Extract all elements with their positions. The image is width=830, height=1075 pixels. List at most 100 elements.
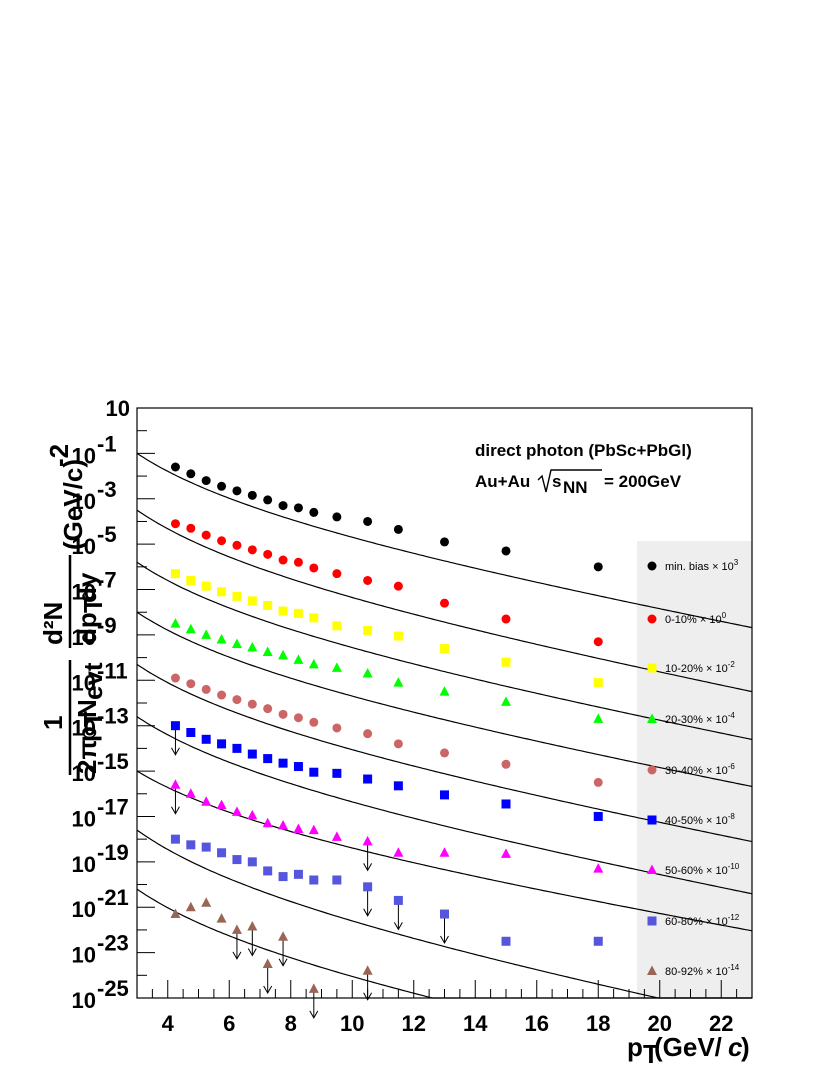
data-point xyxy=(185,901,196,912)
y-tick-exp: -19 xyxy=(97,840,129,865)
y-tick-label: 10 -5 xyxy=(72,522,117,559)
fit-curve xyxy=(136,452,753,629)
y-tick-label: 10 -23 xyxy=(72,931,129,968)
data-point xyxy=(186,523,196,533)
data-point xyxy=(309,875,319,885)
x-axis-title-close: ) xyxy=(741,1032,750,1062)
data-point xyxy=(363,625,373,635)
data-point xyxy=(293,503,303,513)
legend-entry: 80-92% × 10-14 xyxy=(647,963,740,978)
legend-label: 60-80% × 10-12 xyxy=(665,913,740,928)
data-point xyxy=(217,848,227,858)
data-point xyxy=(278,606,288,616)
data-point xyxy=(393,581,403,591)
data-point xyxy=(293,823,304,833)
legend-scale-exp: -6 xyxy=(728,762,736,771)
x-tick-label: 6 xyxy=(223,1011,235,1036)
data-point xyxy=(593,637,603,647)
data-point xyxy=(232,486,242,496)
data-point xyxy=(293,713,303,723)
data-point xyxy=(331,662,342,672)
data-point xyxy=(186,575,196,585)
data-point xyxy=(247,545,257,555)
data-point xyxy=(647,965,657,975)
y-title-units-exp: -2 xyxy=(44,444,74,467)
y-tick-base: 10 xyxy=(72,670,96,695)
data-point xyxy=(170,569,180,579)
x-tick-label: 14 xyxy=(463,1011,488,1036)
series-points xyxy=(170,519,603,647)
data-point xyxy=(647,916,657,926)
upper-limit-arrow-head xyxy=(309,1010,319,1019)
data-point xyxy=(647,713,657,723)
data-point xyxy=(362,835,373,846)
data-point xyxy=(293,654,304,664)
data-point xyxy=(593,811,603,821)
data-point xyxy=(440,644,449,654)
data-point xyxy=(309,507,319,517)
y-tick-label: 10 -1 xyxy=(72,431,117,468)
data-point xyxy=(231,638,242,648)
data-point xyxy=(293,869,303,879)
legend-entry: 20-30% × 10-4 xyxy=(647,711,735,726)
data-point xyxy=(263,866,273,876)
legend-label: 30-40% × 10-6 xyxy=(665,762,735,777)
data-point xyxy=(362,668,373,678)
data-point xyxy=(186,728,196,737)
data-point xyxy=(232,695,242,705)
data-point xyxy=(647,815,657,825)
data-point xyxy=(332,569,342,579)
data-point xyxy=(232,855,242,865)
upper-limit-arrow-head xyxy=(171,747,180,756)
data-point xyxy=(247,699,257,709)
upper-limit-arrow-head xyxy=(278,958,288,967)
data-point xyxy=(440,790,449,800)
data-point xyxy=(247,857,257,867)
legend-entry: 40-50% × 10-8 xyxy=(647,812,735,827)
data-point xyxy=(332,723,342,733)
upper-limit-arrow-head xyxy=(247,948,257,957)
data-point xyxy=(501,759,511,769)
y-tick-label: 10 -21 xyxy=(72,885,129,922)
data-point xyxy=(593,713,604,723)
series-points xyxy=(170,721,603,821)
data-point xyxy=(332,768,342,778)
fit-curve xyxy=(136,611,753,788)
y-tick-exp: -7 xyxy=(97,568,117,593)
data-point xyxy=(439,847,450,857)
data-point xyxy=(217,739,227,749)
data-point xyxy=(363,729,373,739)
y-title-d2n: d²N xyxy=(38,602,68,645)
data-point xyxy=(363,516,373,526)
series-points xyxy=(170,569,603,688)
data-point xyxy=(217,536,227,546)
data-point xyxy=(216,913,227,923)
data-point xyxy=(231,924,242,934)
data-point xyxy=(201,476,211,486)
y-tick-base: 10 xyxy=(72,761,96,786)
data-point xyxy=(216,799,227,810)
legend-entry: 30-40% × 10-6 xyxy=(647,762,735,777)
data-point xyxy=(309,717,319,727)
data-point xyxy=(170,462,180,472)
data-point xyxy=(217,481,227,491)
legend-scale-exp: -10 xyxy=(728,862,740,871)
y-tick-label: 10 -17 xyxy=(72,794,129,831)
data-point xyxy=(170,618,181,628)
x-tick-label: 18 xyxy=(586,1011,610,1036)
y-tick-exp: -13 xyxy=(97,704,129,729)
y-tick-base: 10 xyxy=(72,852,96,877)
legend-entry: 60-80% × 10-12 xyxy=(647,913,740,928)
data-point xyxy=(247,749,257,759)
data-point xyxy=(263,600,273,610)
data-point xyxy=(232,540,242,550)
y-tick-exp: -1 xyxy=(97,431,117,456)
data-point xyxy=(278,872,288,882)
y-tick-exp: -3 xyxy=(97,477,117,502)
series-points xyxy=(170,673,603,787)
data-point xyxy=(393,895,403,905)
y-tick-base: 10 xyxy=(72,534,96,559)
y-tick-base: 10 xyxy=(72,443,96,468)
data-point xyxy=(262,817,273,828)
